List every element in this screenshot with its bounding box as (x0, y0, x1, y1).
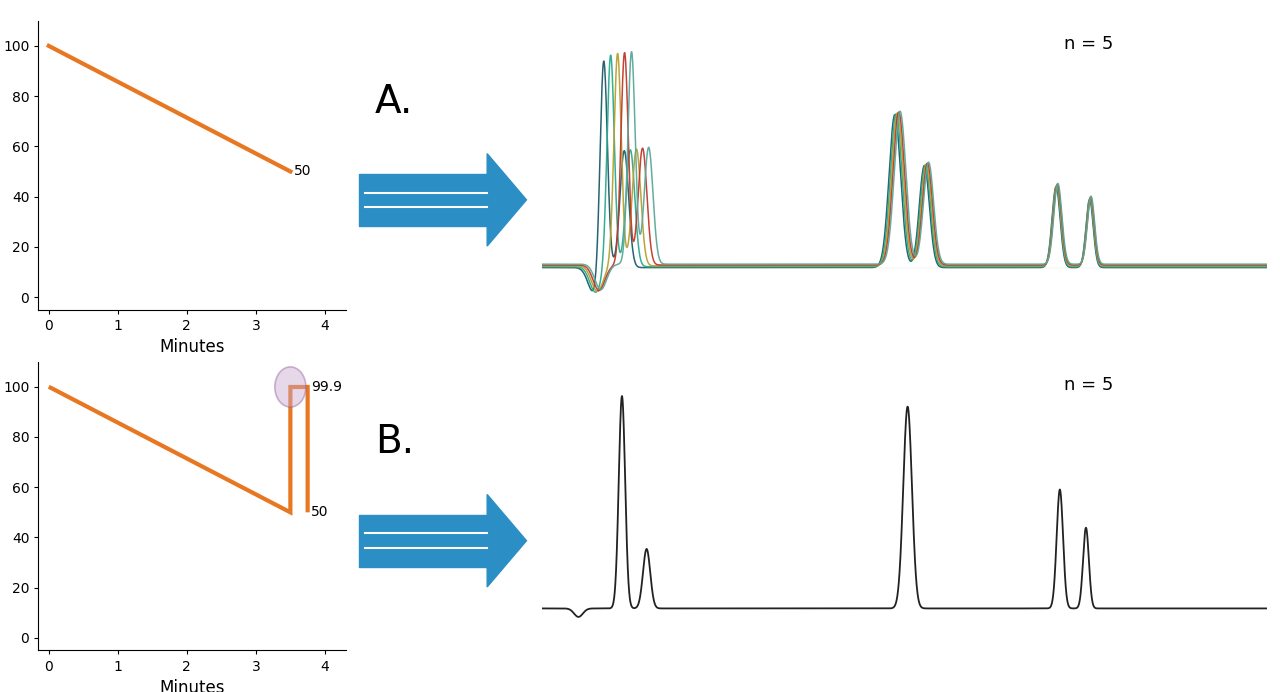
Text: B.: B. (375, 424, 415, 462)
Text: A.: A. (375, 82, 413, 120)
X-axis label: Minutes: Minutes (159, 338, 225, 356)
Text: 50: 50 (294, 165, 311, 179)
Ellipse shape (275, 367, 306, 407)
Text: 50: 50 (311, 505, 329, 519)
Polygon shape (488, 495, 526, 587)
X-axis label: Minutes: Minutes (159, 679, 225, 692)
Text: n = 5: n = 5 (1064, 376, 1114, 394)
Polygon shape (488, 154, 526, 246)
Text: n = 5: n = 5 (1064, 35, 1114, 53)
Text: 99.9: 99.9 (311, 380, 342, 394)
